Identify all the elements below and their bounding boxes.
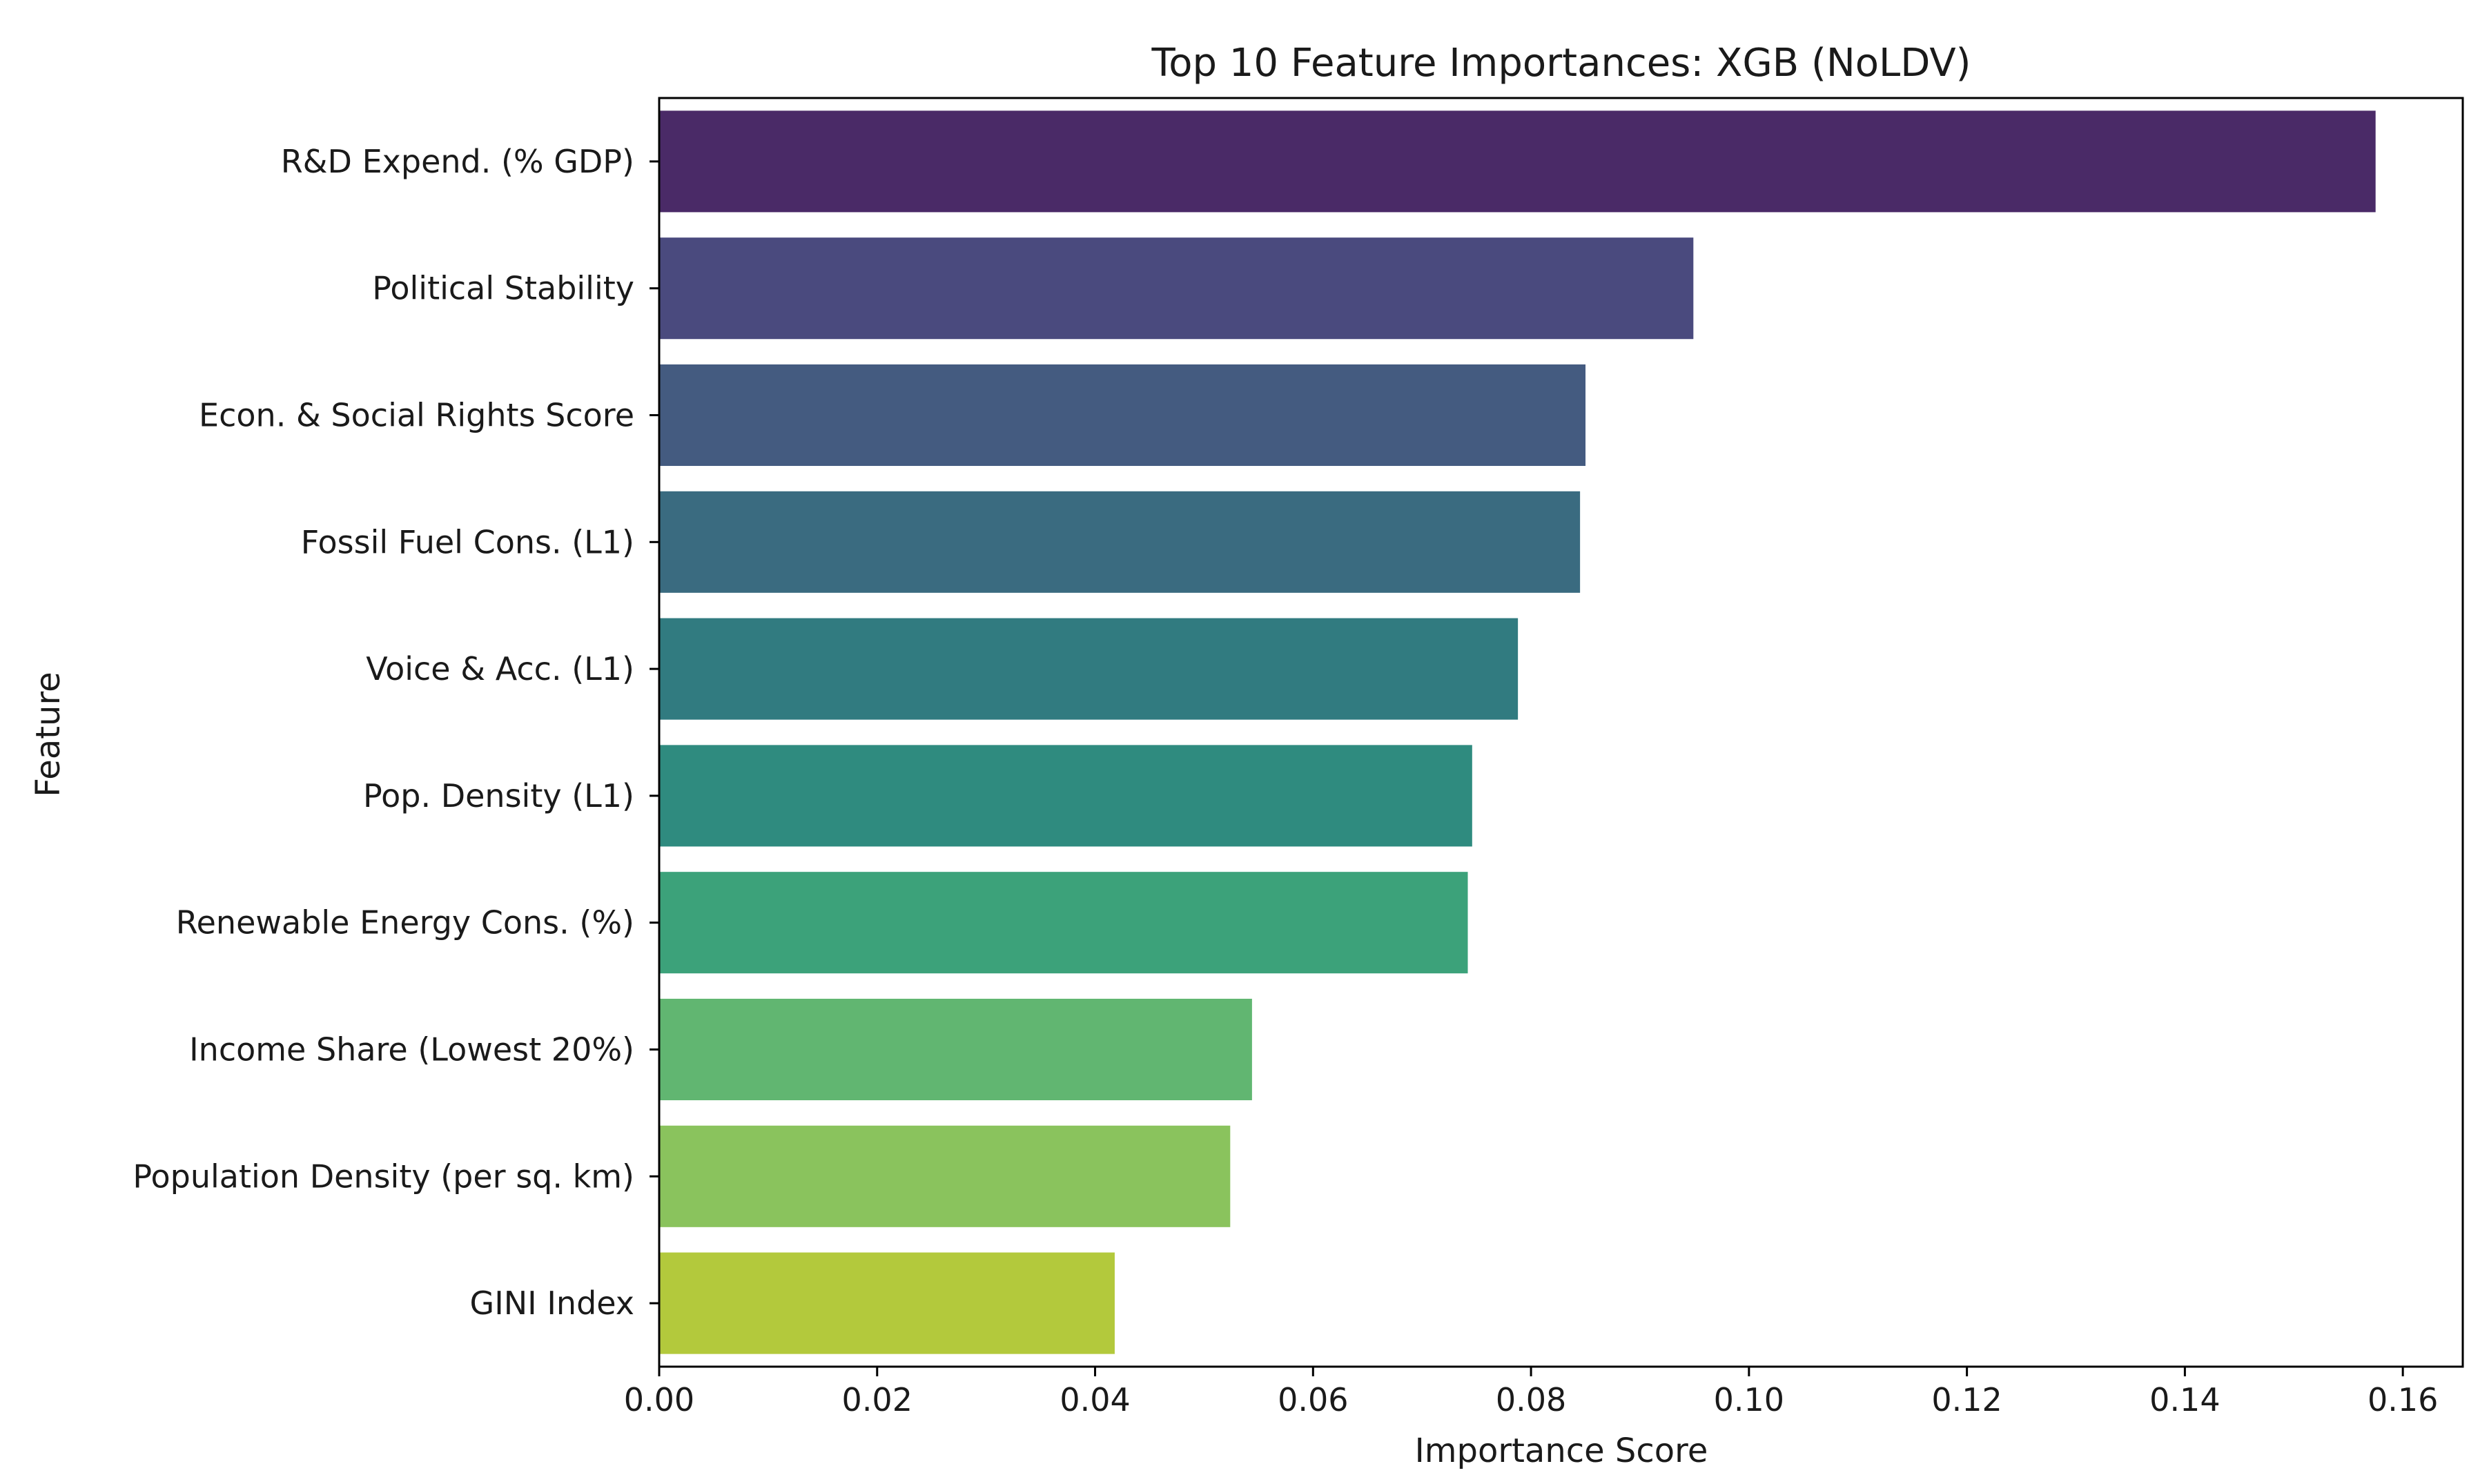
y-tick-label: Income Share (Lowest 20%) [189,1031,634,1068]
x-tick-label: 0.02 [842,1381,912,1418]
x-tick-label: 0.04 [1060,1381,1130,1418]
bar [659,1125,1231,1227]
bar [659,872,1468,974]
bar [659,364,1586,467]
y-tick-label: Econ. & Social Rights Score [199,397,634,434]
y-tick-label: Political Stability [372,270,634,307]
y-tick-label: GINI Index [470,1285,634,1322]
y-axis-title: Feature [29,672,68,797]
y-ticks-group: R&D Expend. (% GDP) Political Stability Ec… [133,143,659,1322]
x-tick-label: 0.06 [1278,1381,1348,1418]
chart-title: Top 10 Feature Importances: XGB (NoLDV) [1151,41,1971,86]
y-tick-label: Voice & Acc. (L1) [366,650,634,687]
bar [659,618,1519,720]
x-tick-label: 0.08 [1496,1381,1566,1418]
plot-area-frame [658,97,2464,1368]
bars-group [659,110,2376,1354]
y-tick-label: R&D Expend. (% GDP) [281,143,634,180]
bar [659,237,1694,340]
bar [659,998,1252,1101]
bar [659,1252,1115,1354]
y-tick-label: Renewable Energy Cons. (%) [176,904,634,941]
x-tick-label: 0.16 [2368,1381,2438,1418]
x-axis-title: Importance Score [1415,1432,1708,1470]
bar [659,110,2376,213]
y-tick-label: Fossil Fuel Cons. (L1) [301,523,634,560]
y-tick-label: Population Density (per sq. km) [133,1158,634,1195]
x-ticks-group: 0.00 0.02 0.04 0.06 0.08 0.10 0.12 0.14 0.16 [624,1367,2438,1418]
bar [659,745,1472,847]
x-tick-label: 0.10 [1714,1381,1784,1418]
y-tick-label: Pop. Density (L1) [363,777,634,814]
x-tick-label: 0.14 [2149,1381,2220,1418]
x-tick-label: 0.12 [1931,1381,2002,1418]
bar [659,491,1581,593]
x-tick-label: 0.00 [624,1381,694,1418]
